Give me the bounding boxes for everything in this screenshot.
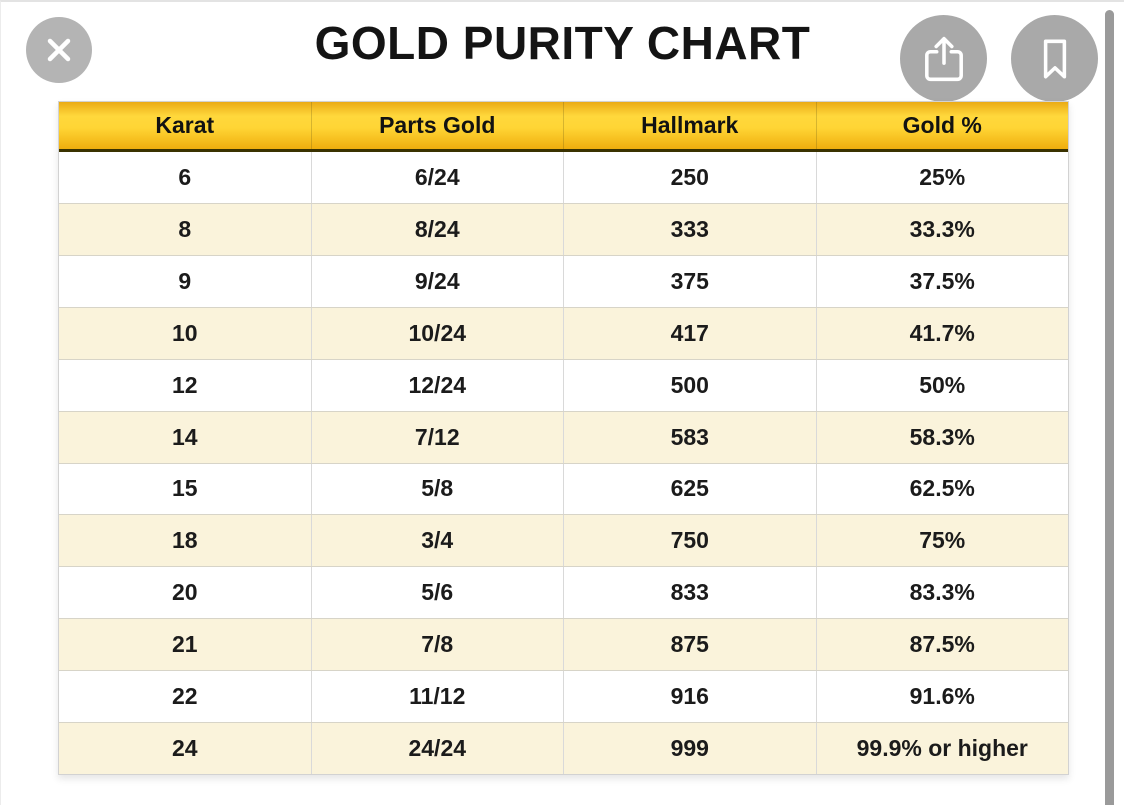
table-cell: 875: [564, 619, 817, 671]
table-cell: 20: [59, 567, 312, 619]
table-row: 6 6/24 250 25%: [59, 152, 1068, 204]
table-row: 22 11/12 916 91.6%: [59, 671, 1068, 724]
table-cell: 22: [59, 671, 312, 723]
table-cell: 833: [564, 567, 817, 619]
table-cell: 7/12: [312, 411, 564, 463]
table-cell: 24: [59, 723, 312, 775]
table-cell: 25%: [919, 163, 966, 190]
table-body: 6 6/24 250 25% 8 8/24 333 33.3% 9 9/24 375 37.5% 10 1…: [59, 152, 1068, 775]
table-cell: 583: [564, 411, 817, 463]
share-button[interactable]: [900, 15, 987, 102]
table-cell: 41.7%: [909, 319, 975, 346]
table-cell: 6: [59, 152, 312, 203]
table-row: 24 24/24 999 99.9% or higher: [59, 723, 1068, 775]
share-icon: [919, 34, 969, 84]
table-row: 20 5/6 833 83.3%: [59, 567, 1068, 620]
table-cell: 417: [564, 307, 817, 359]
table-cell: 83.3%: [909, 579, 975, 606]
close-button[interactable]: [26, 17, 92, 83]
page-title: GOLD PURITY CHART: [314, 17, 811, 69]
table-cell: 7/8: [312, 619, 564, 671]
table-cell: 625: [564, 463, 817, 515]
table-cell: 33.3%: [909, 215, 975, 242]
table-cell: 15: [59, 463, 312, 515]
table-cell: 91.6%: [909, 683, 975, 710]
table-cell: 500: [564, 359, 817, 411]
table-cell: 99.9% or higher: [856, 735, 1028, 762]
table-cell: 62.5%: [909, 475, 975, 502]
table-cell: 916: [564, 671, 817, 723]
table-cell: 12/24: [312, 359, 564, 411]
bookmark-icon: [1030, 34, 1080, 84]
table-cell: 250: [564, 152, 817, 203]
gold-purity-table: Karat Parts Gold Hallmark Gold % 6 6/24 250 25…: [58, 101, 1069, 775]
table-cell: 24/24: [312, 723, 564, 775]
table-cell: 3/4: [312, 515, 564, 567]
table-cell: 87.5%: [909, 631, 975, 658]
table-row: 9 9/24 375 37.5%: [59, 255, 1068, 308]
table-cell: 6/24: [312, 152, 564, 203]
header-cell: Karat: [59, 102, 312, 149]
header-cell: Hallmark: [564, 102, 817, 149]
table-row: 12 12/24 500 50%: [59, 359, 1068, 412]
table-row: 8 8/24 333 33.3%: [59, 203, 1068, 256]
table-cell: 750: [564, 515, 817, 567]
table-row: 15 5/8 625 62.5%: [59, 463, 1068, 516]
bookmark-button[interactable]: [1011, 15, 1098, 102]
header-cell: Gold %: [902, 112, 982, 138]
table-cell: 8/24: [312, 203, 564, 255]
table-cell: 12: [59, 359, 312, 411]
table-cell: 14: [59, 411, 312, 463]
table-row: 18 3/4 750 75%: [59, 515, 1068, 568]
table-cell: 333: [564, 203, 817, 255]
table-cell: 58.3%: [909, 423, 975, 450]
table-cell: 8: [59, 203, 312, 255]
table-cell: 18: [59, 515, 312, 567]
table-cell: 10/24: [312, 307, 564, 359]
table-header-row: Karat Parts Gold Hallmark Gold %: [59, 102, 1068, 152]
close-icon: [42, 33, 76, 67]
table-row: 14 7/12 583 58.3%: [59, 411, 1068, 464]
table-cell: 11/12: [312, 671, 564, 723]
table-cell: 5/8: [312, 463, 564, 515]
table-cell: 50%: [919, 371, 966, 398]
table-cell: 75%: [919, 527, 966, 554]
header-cell: Parts Gold: [312, 102, 564, 149]
vertical-scrollbar[interactable]: [1105, 10, 1114, 805]
table-cell: 999: [564, 723, 817, 775]
table-cell: 9/24: [312, 255, 564, 307]
table-row: 21 7/8 875 87.5%: [59, 619, 1068, 672]
table-cell: 37.5%: [909, 267, 975, 294]
table-cell: 375: [564, 255, 817, 307]
table-cell: 9: [59, 255, 312, 307]
table-row: 10 10/24 417 41.7%: [59, 307, 1068, 360]
table-cell: 5/6: [312, 567, 564, 619]
table-cell: 10: [59, 307, 312, 359]
table-cell: 21: [59, 619, 312, 671]
